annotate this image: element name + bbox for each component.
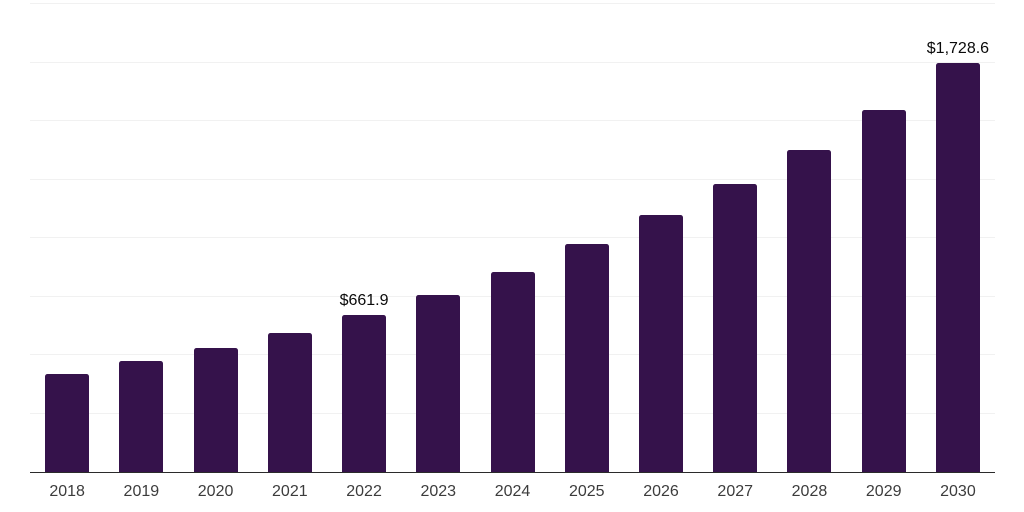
bar-2030 — [935, 63, 980, 472]
x-label-2027: 2027 — [717, 483, 754, 500]
bar-2027 — [713, 184, 758, 472]
x-label-2025: 2025 — [568, 483, 605, 500]
bar-2028 — [787, 150, 832, 472]
bar-2020 — [193, 348, 238, 472]
x-label-2018: 2018 — [49, 483, 85, 500]
x-label-2023: 2023 — [420, 483, 457, 500]
gridline — [30, 178, 995, 180]
bar-slot-2020 — [178, 3, 252, 472]
bar-slot-2027 — [698, 3, 772, 472]
bar-slot-2025 — [550, 3, 624, 472]
x-label-2021: 2021 — [272, 483, 308, 500]
bar-slot-2022: $661.9 — [327, 3, 401, 472]
bar-slot-2030: $1,728.6 — [921, 3, 995, 472]
bar-2018 — [45, 374, 90, 472]
x-label-2028: 2028 — [791, 483, 828, 500]
bar-2025 — [564, 244, 609, 472]
bar-2029 — [861, 109, 906, 472]
plot-area: $661.9 $1,728.6 — [30, 3, 995, 473]
value-label-2022: $661.9 — [339, 292, 389, 310]
bar-slot-2029 — [847, 3, 921, 472]
bar-2024 — [490, 271, 535, 472]
gridline — [30, 3, 995, 4]
value-label-2030: $1,728.6 — [926, 40, 990, 58]
gridline — [30, 120, 995, 122]
bar-2019 — [119, 361, 164, 472]
bar-slot-2023 — [401, 3, 475, 472]
x-label-2029: 2029 — [865, 483, 902, 500]
x-axis-labels: 2018 2019 2020 2021 2022 2023 2024 2025 2026 2027… — [30, 482, 995, 501]
bar-2023 — [416, 295, 461, 472]
x-label-2022: 2022 — [346, 483, 382, 500]
x-label-2026: 2026 — [643, 483, 679, 500]
x-label-2020: 2020 — [197, 483, 234, 500]
bar-2026 — [638, 214, 683, 472]
bar-slot-2028 — [772, 3, 846, 472]
bar-slot-2019 — [104, 3, 178, 472]
bar-slot-2018 — [30, 3, 104, 472]
x-label-2024: 2024 — [494, 483, 531, 500]
x-label-2019: 2019 — [123, 483, 160, 500]
bar-2022 — [342, 315, 387, 472]
bar-slot-2026 — [624, 3, 698, 472]
gridline — [30, 237, 995, 239]
bar-slot-2024 — [475, 3, 549, 472]
x-label-2030: 2030 — [940, 483, 976, 500]
gridline — [30, 61, 995, 63]
bar-2021 — [267, 333, 312, 472]
bar-slot-2021 — [253, 3, 327, 472]
